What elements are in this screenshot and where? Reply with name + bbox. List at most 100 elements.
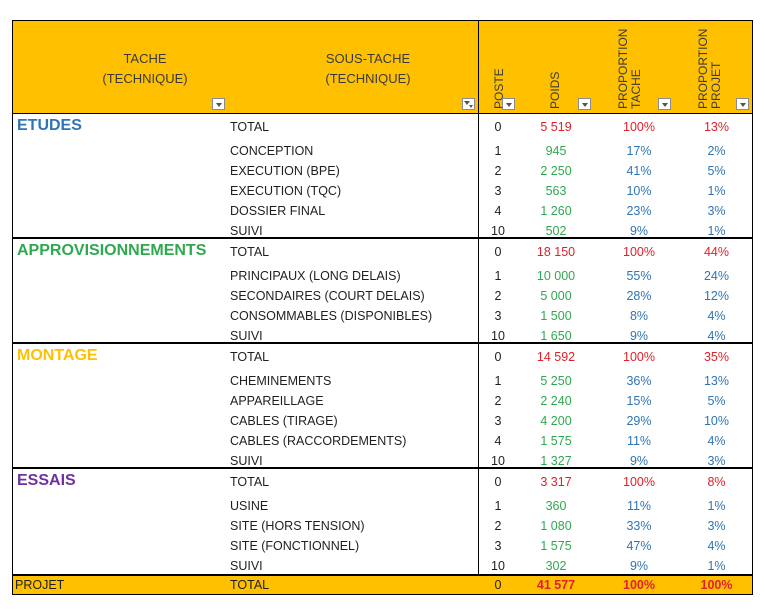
poste-cell: 3 xyxy=(494,539,502,553)
poste-cell: 2 xyxy=(494,164,502,178)
poste-cell: 1 xyxy=(494,269,502,283)
filter-dropdown-poids-icon[interactable] xyxy=(578,98,591,110)
proportion-tache-cell: 9% xyxy=(629,559,649,573)
proportion-tache-cell: 100% xyxy=(623,350,655,364)
poids-cell: 14 592 xyxy=(536,350,576,364)
poste-cell: 3 xyxy=(494,414,502,428)
poste-cell: 2 xyxy=(494,289,502,303)
proportion-tache-cell: 100% xyxy=(623,120,655,134)
header-poids: POIDS xyxy=(548,71,562,109)
poste-cell: 0 xyxy=(494,245,502,259)
footer-poste: 0 xyxy=(494,578,502,592)
sous-tache-cell: CONSOMMABLES (DISPONIBLES) xyxy=(230,309,433,323)
proportion-tache-cell: 28% xyxy=(626,289,652,303)
filter-dropdown-poste-icon[interactable] xyxy=(502,98,515,110)
proportion-tache-cell: 15% xyxy=(626,394,652,408)
proportion-tache-cell: 100% xyxy=(623,245,655,259)
poste-cell: 0 xyxy=(494,475,502,489)
header-tache: TACHE (TECHNIQUE) xyxy=(102,51,188,86)
header-proportion-projet: PROPORTION PROJET xyxy=(696,28,723,109)
proportion-projet-cell: 44% xyxy=(703,245,730,259)
filter-dropdown-proportion-tache-icon[interactable] xyxy=(658,98,671,110)
proportion-projet-cell: 4% xyxy=(707,539,726,553)
proportion-projet-cell: 1% xyxy=(707,559,726,573)
poste-cell: 10 xyxy=(491,224,505,238)
poste-cell: 10 xyxy=(491,329,505,343)
proportion-tache-cell: 29% xyxy=(626,414,652,428)
sous-tache-cell: CHEMINEMENTS xyxy=(230,374,332,388)
poids-cell: 1 575 xyxy=(540,539,572,553)
sous-tache-cell: USINE xyxy=(230,499,269,513)
proportion-tache-cell: 41% xyxy=(626,164,652,178)
poids-cell: 1 080 xyxy=(540,519,572,533)
poids-cell: 945 xyxy=(545,144,567,158)
proportion-tache-cell: 17% xyxy=(626,144,652,158)
poids-cell: 1 575 xyxy=(540,434,572,448)
proportion-projet-cell: 3% xyxy=(707,454,726,468)
header-sous-tache: SOUS-TACHE (TECHNIQUE) xyxy=(325,51,411,86)
proportion-projet-cell: 4% xyxy=(707,309,726,323)
poids-cell: 502 xyxy=(545,224,567,238)
poids-cell: 4 200 xyxy=(540,414,572,428)
proportion-tache-cell: 9% xyxy=(629,329,649,343)
group-separator xyxy=(13,467,752,469)
sous-tache-cell: SUIVI xyxy=(230,224,263,238)
poste-cell: 0 xyxy=(494,120,502,134)
sous-tache-cell: SECONDAIRES (COURT DELAIS) xyxy=(230,289,425,303)
filter-dropdown-proportion-projet-icon[interactable] xyxy=(736,98,749,110)
sous-tache-cell: DOSSIER FINAL xyxy=(230,204,326,218)
proportion-projet-cell: 1% xyxy=(707,184,726,198)
column-divider xyxy=(478,21,479,594)
sous-tache-cell: SITE (FONCTIONNEL) xyxy=(230,539,360,553)
proportion-projet-cell: 5% xyxy=(707,394,726,408)
group-separator xyxy=(13,342,752,344)
sous-tache-cell: TOTAL xyxy=(230,245,270,259)
poste-cell: 2 xyxy=(494,394,502,408)
proportion-tache-cell: 11% xyxy=(626,499,652,513)
poids-cell: 18 150 xyxy=(536,245,576,259)
group-title: ESSAIS xyxy=(17,472,76,489)
poids-cell: 3 317 xyxy=(540,475,572,489)
poste-cell: 10 xyxy=(491,454,505,468)
poids-cell: 1 650 xyxy=(540,329,572,343)
footer-row: PROJET TOTAL 0 41 577 100% 100% xyxy=(13,574,752,594)
footer-sous-tache: TOTAL xyxy=(230,578,270,592)
filter-dropdown-tache-icon[interactable] xyxy=(212,98,225,110)
sous-tache-cell: TOTAL xyxy=(230,350,270,364)
proportion-tache-cell: 8% xyxy=(629,309,649,323)
proportion-projet-cell: 5% xyxy=(707,164,726,178)
proportion-projet-cell: 1% xyxy=(707,499,726,513)
sous-tache-cell: SITE (HORS TENSION) xyxy=(230,519,365,533)
proportion-tache-cell: 23% xyxy=(626,204,652,218)
proportion-tache-cell: 100% xyxy=(623,475,655,489)
sous-tache-cell: CONCEPTION xyxy=(230,144,314,158)
poste-cell: 4 xyxy=(494,204,502,218)
proportion-projet-cell: 35% xyxy=(703,350,730,364)
poids-cell: 1 260 xyxy=(540,204,572,218)
proportion-tache-cell: 47% xyxy=(626,539,652,553)
poids-cell: 5 000 xyxy=(540,289,572,303)
proportion-tache-cell: 9% xyxy=(629,454,649,468)
footer-proportion-projet: 100% xyxy=(700,578,733,592)
footer-poids: 41 577 xyxy=(536,578,576,592)
poste-cell: 0 xyxy=(494,350,502,364)
proportion-projet-cell: 13% xyxy=(703,374,730,388)
poste-cell: 10 xyxy=(491,559,505,573)
sous-tache-cell: TOTAL xyxy=(230,475,270,489)
poids-cell: 563 xyxy=(545,184,567,198)
proportion-projet-cell: 4% xyxy=(707,434,726,448)
proportion-projet-cell: 2% xyxy=(707,144,726,158)
poids-cell: 5 250 xyxy=(540,374,572,388)
proportion-projet-cell: 3% xyxy=(707,519,726,533)
sous-tache-cell: PRINCIPAUX (LONG DELAIS) xyxy=(230,269,401,283)
poste-cell: 4 xyxy=(494,434,502,448)
sous-tache-cell: CABLES (TIRAGE) xyxy=(230,414,338,428)
group-title: MONTAGE xyxy=(17,347,98,364)
poste-cell: 1 xyxy=(494,499,502,513)
group-separator xyxy=(13,237,752,239)
proportion-projet-cell: 1% xyxy=(707,224,726,238)
proportion-projet-cell: 12% xyxy=(703,289,730,303)
filter-active-sous-tache-icon[interactable] xyxy=(462,98,475,110)
group-title: ETUDES xyxy=(17,117,82,134)
poste-cell: 2 xyxy=(494,519,502,533)
